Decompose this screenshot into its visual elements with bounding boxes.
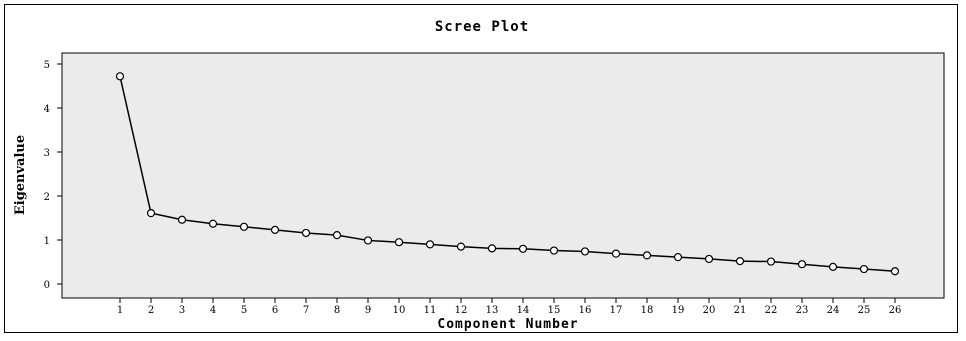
x-tick-label: 19 [672,305,685,316]
y-tick-label: 3 [44,148,50,159]
series-line [119,76,896,272]
y-tick-label: 5 [44,60,50,71]
data-point [642,251,652,260]
x-tick-label: 3 [179,305,185,316]
y-tick-label: 2 [44,192,50,203]
series-group [115,72,900,276]
x-tick-label: 26 [889,305,902,316]
data-point [115,72,125,81]
x-tick-label: 15 [548,305,561,316]
data-point [828,262,838,271]
x-tick-label: 5 [241,305,247,316]
data-point [859,264,869,274]
x-tick-label: 8 [334,305,340,316]
data-point [890,267,900,276]
data-point [797,260,807,269]
x-tick-label: 21 [734,305,747,316]
x-tick-label: 16 [579,305,592,316]
x-ticks: 1 2 3 4 5 6 7 8 9 10 11 12 13 14 15 16 17 18 19 20 21 22 23 24 2… [117,298,902,316]
data-point [487,244,497,253]
x-axis-title: Component Number [437,317,578,332]
x-tick-label: 25 [858,305,871,316]
data-point [425,240,435,249]
data-point [735,257,745,266]
x-tick-label: 17 [610,305,623,316]
y-tick-label: 4 [44,104,50,115]
x-tick-label: 12 [455,305,468,316]
x-tick-label: 23 [796,305,809,316]
x-tick-label: 9 [365,305,371,316]
data-point [363,236,373,245]
y-axis-title: Eigenvalue [13,135,28,215]
chart-title: Scree Plot [434,19,530,35]
x-tick-label: 13 [486,305,499,316]
y-tick-label: 0 [44,280,50,291]
x-tick-label: 14 [517,305,530,316]
data-point [611,249,621,258]
x-tick-label: 7 [303,305,309,316]
data-point [518,244,528,253]
plot-area [61,52,945,299]
x-tick-label: 4 [210,305,216,316]
data-point [301,228,311,238]
data-point [208,219,218,228]
x-tick-label: 20 [703,305,716,316]
data-point [146,209,156,218]
data-point [394,238,404,247]
x-tick-label: 18 [641,305,654,316]
x-tick-label: 11 [424,305,437,316]
data-point [580,247,590,256]
x-tick-label: 22 [765,305,778,316]
y-ticks: 0 1 2 3 4 5 [44,60,62,291]
x-tick-label: 6 [272,305,278,316]
data-point [270,225,280,234]
data-point [456,242,466,251]
x-tick-label: 24 [827,305,840,316]
x-tick-label: 1 [117,305,123,316]
data-point [332,231,342,240]
data-point [239,222,249,231]
data-point [704,254,714,264]
data-point [549,246,559,255]
y-tick-label: 1 [44,236,50,247]
x-tick-label: 2 [148,305,154,316]
x-tick-label: 10 [393,305,406,316]
data-point [673,253,683,262]
data-point [177,215,187,224]
data-point [766,257,776,266]
